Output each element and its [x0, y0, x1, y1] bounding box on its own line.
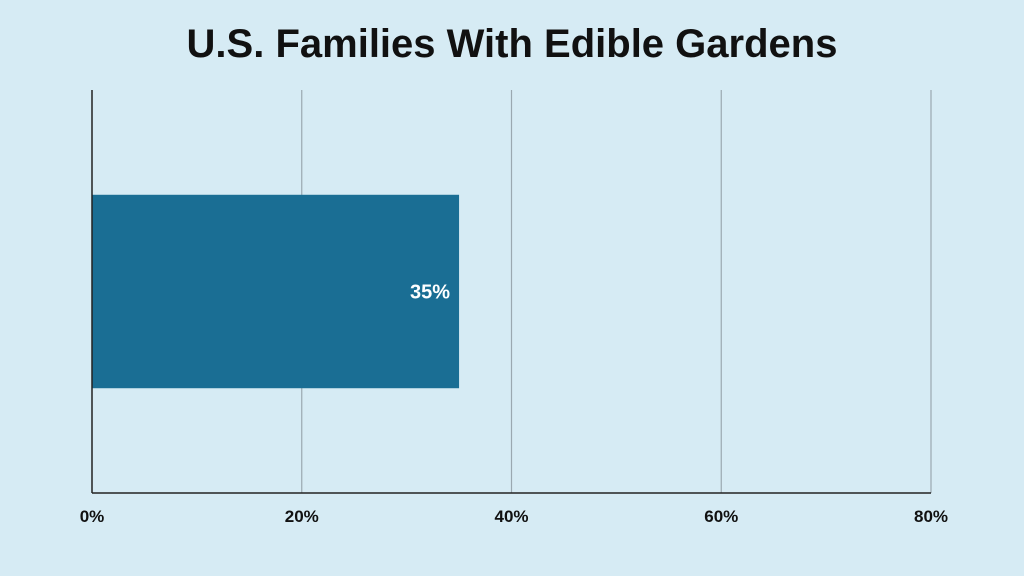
x-tick-label-60: 60% — [704, 507, 738, 526]
x-tick-label-40: 40% — [494, 507, 528, 526]
bar-0 — [92, 194, 460, 389]
x-tick-label-0: 0% — [80, 507, 105, 526]
data-label-0: 35% — [410, 282, 450, 304]
chart-title: U.S. Families With Edible Gardens — [186, 22, 838, 66]
x-tick-label-80: 80% — [914, 507, 948, 526]
x-tick-label-20: 20% — [285, 507, 319, 526]
